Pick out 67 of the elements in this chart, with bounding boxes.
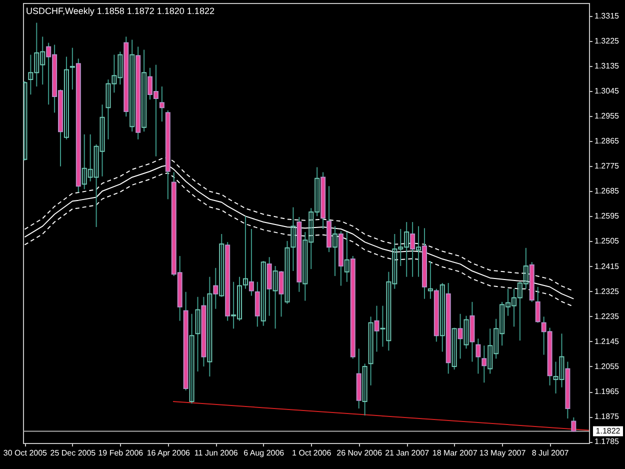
y-tick-label: 1.2865 (594, 136, 620, 146)
candlestick (130, 39, 135, 132)
candlestick (290, 206, 296, 272)
candlestick (219, 233, 224, 298)
y-tick-label: 1.2595 (594, 212, 620, 221)
candlestick (23, 80, 28, 162)
y-tick-label: 1.3225 (594, 36, 620, 46)
candlestick (207, 276, 212, 377)
x-tick-label: 11 Jun 2006 (194, 448, 238, 458)
candlestick (482, 345, 487, 384)
candlestick (362, 363, 368, 416)
y-tick-label: 1.1875 (594, 412, 620, 422)
candlestick (374, 305, 380, 352)
y-tick-label: 1.2415 (594, 262, 620, 271)
x-tick-label: 18 Mar 2007 (432, 448, 478, 458)
candlestick (458, 313, 463, 360)
y-tick-label: 1.1965 (594, 387, 620, 396)
candlestick (284, 240, 290, 304)
x-tick-label: 16 Apr 2006 (146, 448, 191, 458)
y-tick-label: 1.1785 (594, 437, 620, 446)
x-tick-label: 25 Dec 2005 (50, 448, 96, 458)
x-tick-label: 21 Jan 2007 (385, 448, 430, 458)
y-tick-label: 1.2145 (594, 336, 620, 346)
candlestick (260, 260, 266, 326)
candlestick (242, 216, 248, 290)
candlestick (464, 315, 469, 350)
x-tick-label: 19 Feb 2006 (98, 448, 144, 458)
candlestick (142, 49, 147, 132)
candlestick (332, 226, 338, 277)
candlestick (452, 327, 457, 370)
candlestick (254, 281, 260, 328)
y-tick-label: 1.2325 (594, 286, 620, 296)
x-tick-label: 1 Oct 2006 (292, 448, 332, 458)
candlestick (440, 282, 445, 352)
candlestick (189, 313, 194, 404)
candlestick (195, 296, 200, 372)
y-tick-label: 1.3045 (594, 86, 620, 96)
candlestick (410, 222, 416, 278)
candlestick (213, 267, 218, 310)
chart-title: USDCHF,Weekly 1.1858 1.1872 1.1820 1.1822 (26, 6, 214, 16)
candlestick (64, 56, 69, 140)
candlestick (70, 47, 75, 90)
candlestick (159, 86, 164, 122)
x-tick-label: 13 May 2007 (479, 448, 526, 458)
candlestick (571, 416, 576, 432)
x-tick-label: 30 Oct 2005 (3, 448, 48, 458)
y-tick-label: 1.2055 (594, 362, 620, 371)
candlestick (428, 260, 433, 300)
candlestick (278, 270, 284, 318)
y-tick-label: 1.3135 (594, 61, 620, 70)
y-tick-label: 1.2505 (594, 236, 620, 246)
y-tick-label: 1.2775 (594, 162, 620, 171)
ref-line-label: 1.1822 (596, 426, 621, 436)
candlestick (476, 338, 481, 374)
candlestick (416, 226, 422, 278)
candlestick (248, 228, 254, 296)
y-tick-label: 1.2685 (594, 186, 620, 196)
x-tick-label: 8 Jul 2007 (532, 448, 570, 458)
y-tick-label: 1.2955 (594, 111, 620, 120)
candlestick (368, 316, 374, 386)
y-tick-label: 1.2235 (594, 312, 620, 321)
x-tick-label: 6 Aug 2006 (244, 448, 285, 458)
y-tick-label: 1.3315 (594, 11, 620, 20)
candlestick (272, 266, 278, 330)
candlestick (344, 232, 350, 282)
x-tick-label: 26 Nov 2006 (336, 448, 383, 458)
candlestick (535, 286, 540, 324)
